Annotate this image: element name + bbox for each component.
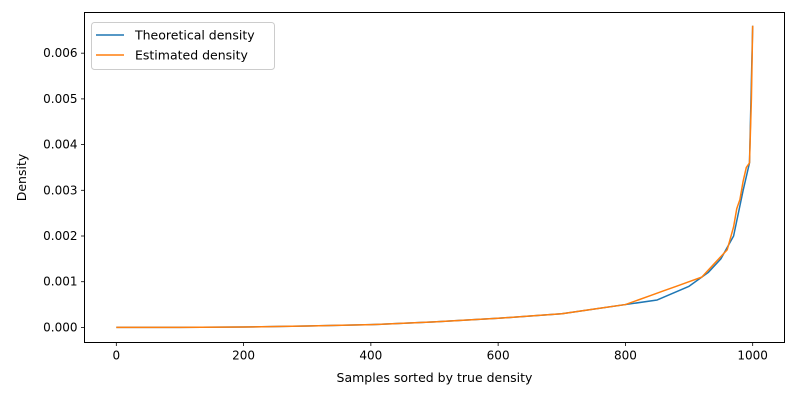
- series-line-estimated: [116, 25, 754, 329]
- plot-frame: [84, 12, 785, 343]
- y-tick-label: 0.004: [43, 138, 77, 152]
- y-axis: 0.000 0.001 0.002 0.003 0.004 0.005 0.006: [43, 46, 85, 334]
- x-tick-label: 400: [359, 349, 382, 363]
- y-tick-label: 0.001: [43, 275, 77, 289]
- series-layer: [116, 25, 754, 329]
- x-tick-label: 800: [614, 349, 637, 363]
- x-axis: 0 200 400 600 800 1000: [112, 342, 768, 363]
- legend-label-theoretical: Theoretical density: [134, 28, 255, 43]
- x-axis-label: Samples sorted by true density: [337, 370, 534, 385]
- y-tick-label: 0.000: [43, 320, 77, 334]
- x-tick-label: 200: [232, 349, 255, 363]
- x-tick-label: 1000: [737, 349, 768, 363]
- y-tick-label: 0.006: [43, 46, 77, 60]
- x-tick-label: 600: [487, 349, 510, 363]
- legend-label-estimated: Estimated density: [135, 48, 249, 63]
- legend: Theoretical density Estimated density: [91, 22, 275, 70]
- x-tick-label: 0: [112, 349, 120, 363]
- y-tick-label: 0.003: [43, 183, 77, 197]
- y-tick-label: 0.002: [43, 229, 77, 243]
- y-axis-label: Density: [14, 153, 29, 201]
- y-tick-label: 0.005: [43, 92, 77, 106]
- legend-box: [91, 22, 275, 70]
